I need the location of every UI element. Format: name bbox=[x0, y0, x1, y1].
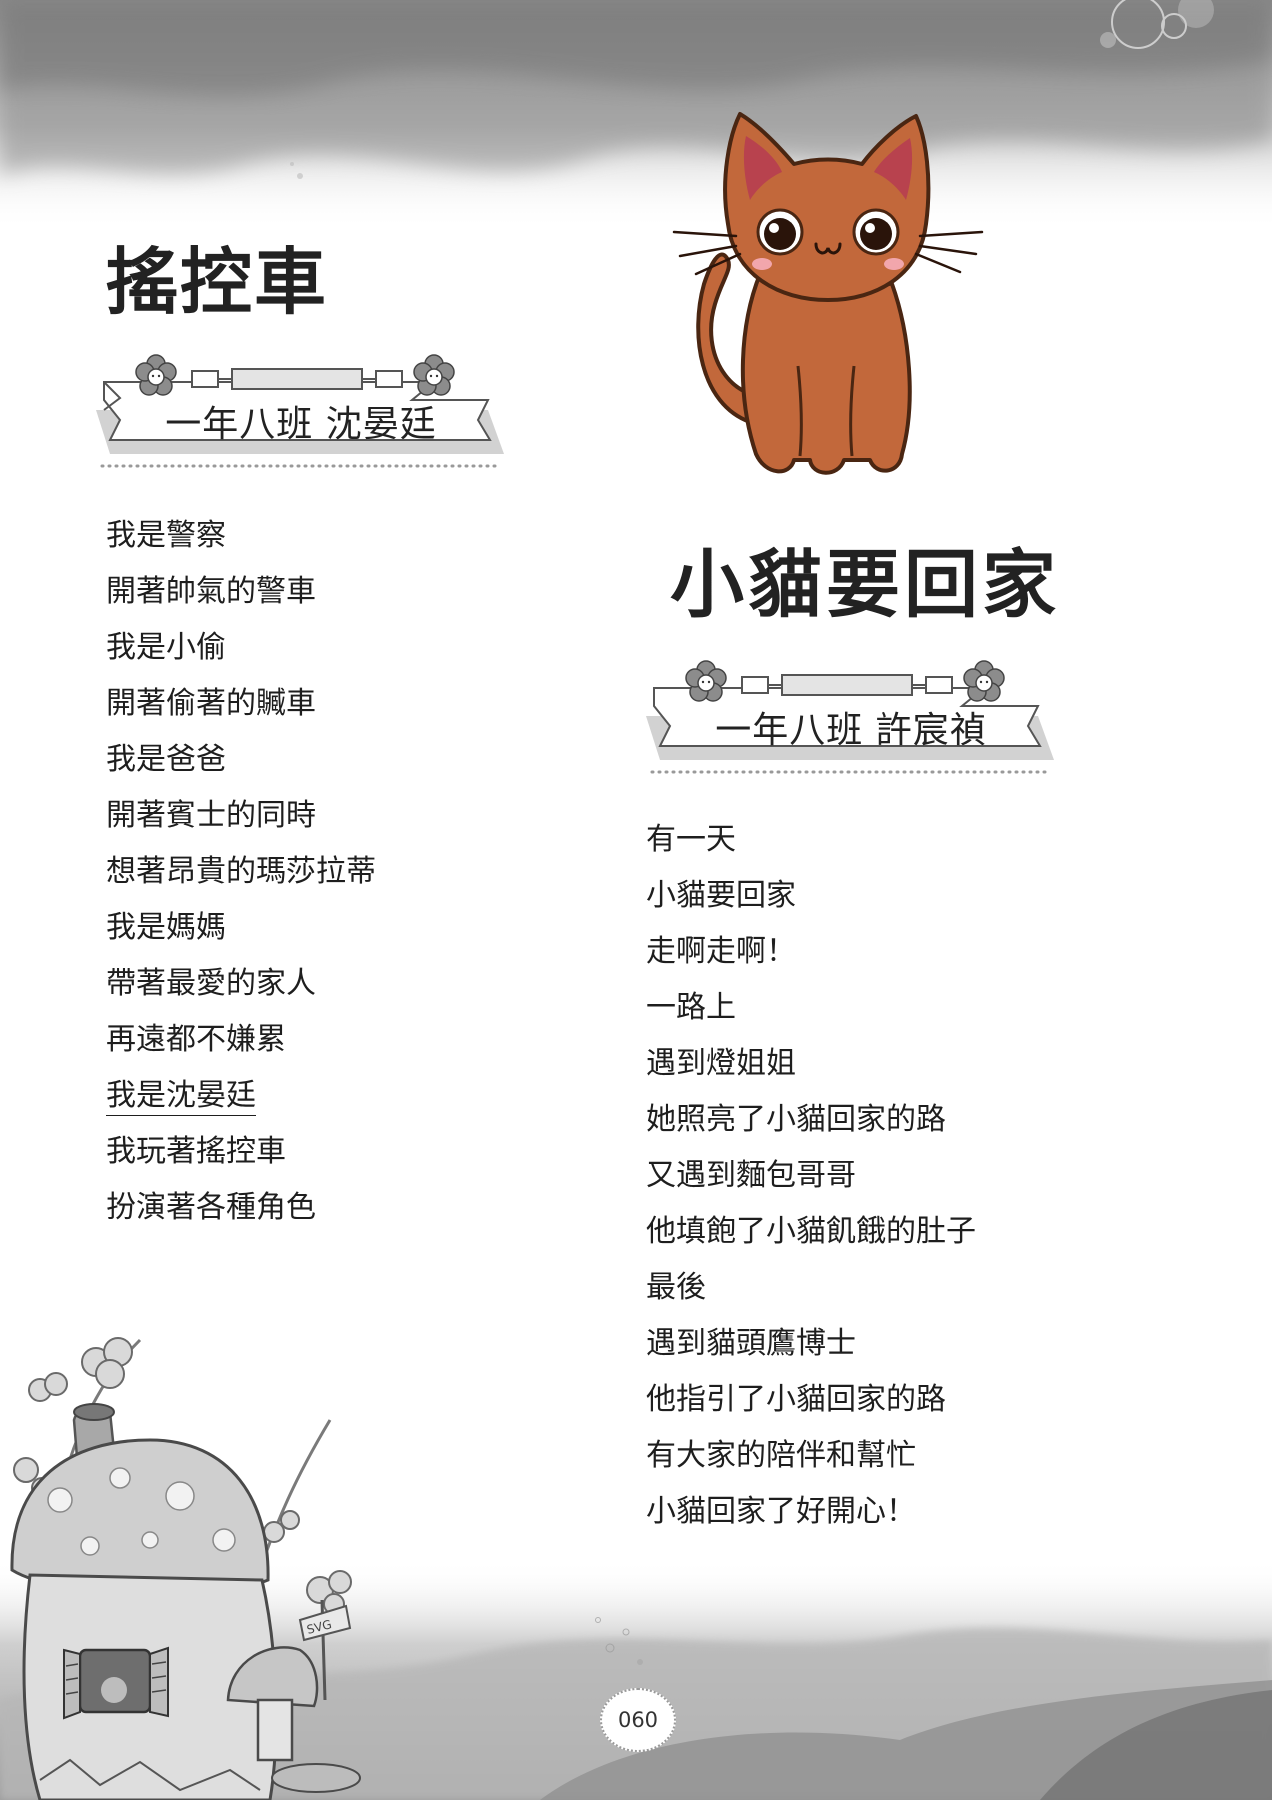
author-banner: 一年八班 許宸禎 bbox=[646, 660, 1056, 778]
poem-line-text: 有一天 bbox=[646, 822, 736, 857]
flower-icon bbox=[413, 354, 455, 396]
poem-line: 走啊走啊！ bbox=[646, 930, 976, 986]
poem-line-text: 開著偷著的贓車 bbox=[106, 686, 316, 721]
banner-frame bbox=[96, 354, 504, 468]
poem-line-text: 我是爸爸 bbox=[106, 742, 226, 777]
flower-icon bbox=[135, 354, 177, 396]
author-label: 一年八班 許宸禎 bbox=[715, 710, 987, 751]
poem-line: 她照亮了小貓回家的路 bbox=[646, 1098, 976, 1154]
poem-line-text: 我是警察 bbox=[106, 518, 226, 553]
author-banner: 一年八班 沈晏廷 bbox=[96, 354, 506, 472]
poem-line-text: 我玩著搖控車 bbox=[106, 1134, 286, 1169]
poem-line-text: 帶著最愛的家人 bbox=[106, 966, 316, 1001]
poem-line: 扮演著各種角色 bbox=[106, 1186, 376, 1242]
poem-line-text: 扮演著各種角色 bbox=[106, 1190, 316, 1225]
author-label: 一年八班 沈晏廷 bbox=[165, 404, 437, 445]
poem-line: 遇到燈姐姐 bbox=[646, 1042, 976, 1098]
poem-line: 我是小偷 bbox=[106, 626, 376, 682]
poem-line-text: 她照亮了小貓回家的路 bbox=[646, 1102, 946, 1137]
poem-line-text: 開著帥氣的警車 bbox=[106, 574, 316, 609]
poem-body: 我是警察 開著帥氣的警車 我是小偷 開著偷著的贓車 我是爸爸 開著賓士的同時 想… bbox=[106, 514, 376, 1242]
poem-line-text: 他指引了小貓回家的路 bbox=[646, 1382, 946, 1417]
poem-line-text: 遇到燈姐姐 bbox=[646, 1046, 796, 1081]
poem-line: 有一天 bbox=[646, 818, 976, 874]
poem-line-text: 走啊走啊！ bbox=[646, 934, 796, 969]
poem-line: 又遇到麵包哥哥 bbox=[646, 1154, 976, 1210]
bokeh-circles bbox=[290, 0, 1214, 179]
poem-line-text: 小貓回家了好開心！ bbox=[646, 1494, 916, 1529]
signpost-text: SVG bbox=[305, 1617, 333, 1637]
poem-line-text: 有大家的陪伴和幫忙 bbox=[646, 1438, 916, 1473]
banner-frame bbox=[646, 660, 1054, 774]
flower-icon bbox=[963, 660, 1005, 702]
poem-line: 開著賓士的同時 bbox=[106, 794, 376, 850]
poem-body: 有一天 小貓要回家 走啊走啊！ 一路上 遇到燈姐姐 她照亮了小貓回家的路 又遇到… bbox=[646, 818, 976, 1546]
poem-line-text: 我是媽媽 bbox=[106, 910, 226, 945]
poem-line: 最後 bbox=[646, 1266, 976, 1322]
poem-line: 我是沈晏廷 bbox=[106, 1074, 376, 1130]
poem-title: 小貓要回家 bbox=[670, 542, 1060, 628]
poem-line: 再遠都不嫌累 bbox=[106, 1018, 376, 1074]
poem-line-text: 我是沈晏廷 bbox=[106, 1078, 256, 1113]
poem-line: 一路上 bbox=[646, 986, 976, 1042]
poem-line-text: 遇到貓頭鷹博士 bbox=[646, 1326, 856, 1361]
poem-line: 有大家的陪伴和幫忙 bbox=[646, 1434, 976, 1490]
poem-line-text: 又遇到麵包哥哥 bbox=[646, 1158, 856, 1193]
poem-line-text: 我是小偷 bbox=[106, 630, 226, 665]
poem-line-text: 他填飽了小貓飢餓的肚子 bbox=[646, 1214, 976, 1249]
page-number: 060 bbox=[600, 1688, 676, 1752]
poem-line: 想著昂貴的瑪莎拉蒂 bbox=[106, 850, 376, 906]
flower-icon bbox=[685, 660, 727, 702]
poem-line-text: 開著賓士的同時 bbox=[106, 798, 316, 833]
cat-illustration bbox=[672, 112, 984, 475]
poem-line-text: 小貓要回家 bbox=[646, 878, 796, 913]
poem-line: 我是警察 bbox=[106, 514, 376, 570]
poem-line: 他指引了小貓回家的路 bbox=[646, 1378, 976, 1434]
poem-line: 開著帥氣的警車 bbox=[106, 570, 376, 626]
poem-line-text: 最後 bbox=[646, 1270, 706, 1305]
poem-line: 我玩著搖控車 bbox=[106, 1130, 376, 1186]
poem-line: 帶著最愛的家人 bbox=[106, 962, 376, 1018]
poem-line: 我是媽媽 bbox=[106, 906, 376, 962]
poem-line: 小貓回家了好開心！ bbox=[646, 1490, 976, 1546]
poem-line: 他填飽了小貓飢餓的肚子 bbox=[646, 1210, 976, 1266]
poem-line: 我是爸爸 bbox=[106, 738, 376, 794]
poem-title: 搖控車 bbox=[106, 240, 329, 324]
poem-line: 遇到貓頭鷹博士 bbox=[646, 1322, 976, 1378]
poem-line-text: 想著昂貴的瑪莎拉蒂 bbox=[106, 854, 376, 889]
mushroom-house-illustration: SVG bbox=[10, 1337, 361, 1800]
poem-line: 小貓要回家 bbox=[646, 874, 976, 930]
poem-line: 開著偷著的贓車 bbox=[106, 682, 376, 738]
poem-line-text: 再遠都不嫌累 bbox=[106, 1022, 286, 1057]
poem-line-text: 一路上 bbox=[646, 990, 736, 1025]
